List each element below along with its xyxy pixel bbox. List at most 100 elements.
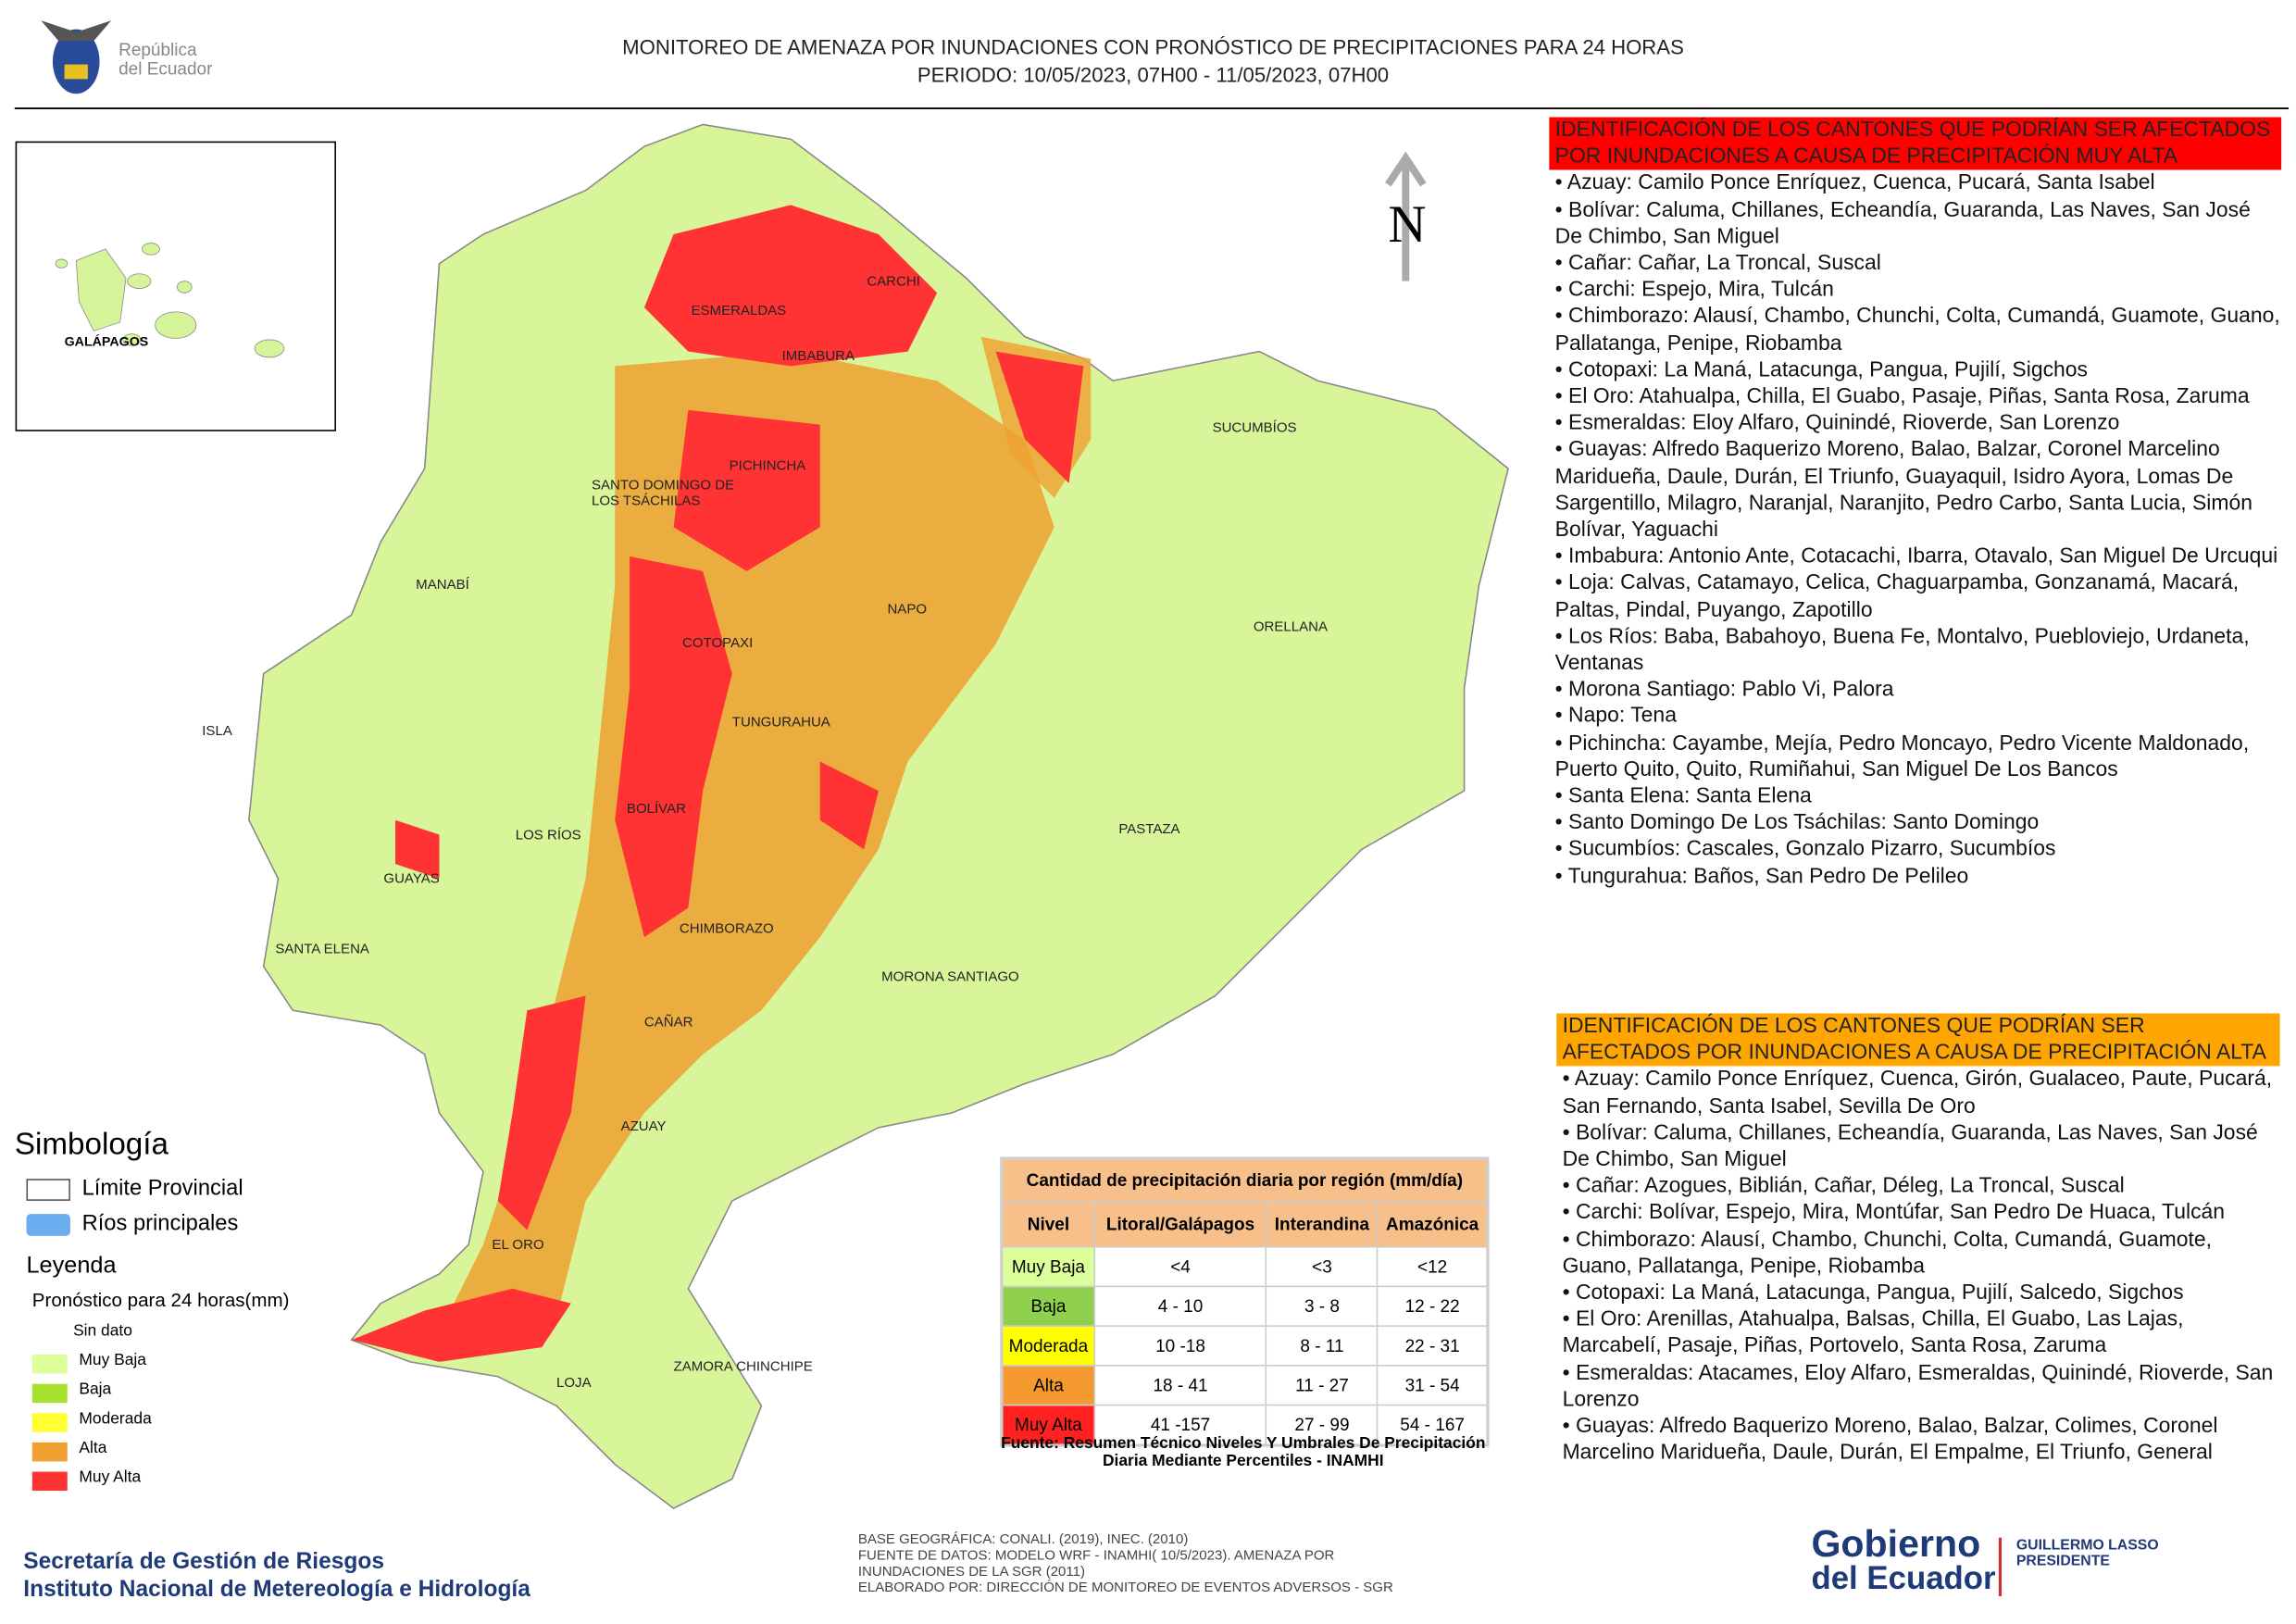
gov-line: del Ecuador xyxy=(1811,1559,1996,1596)
table-cell: 11 - 27 xyxy=(1265,1365,1379,1406)
province-label: PICHINCHA xyxy=(729,458,806,475)
list-item: • Cañar: Azogues, Biblián, Cañar, Déleg,… xyxy=(1562,1174,2125,1199)
threshold-table: Cantidad de precipitación diaria por reg… xyxy=(1000,1156,1490,1447)
province-label: CHIMBORAZO xyxy=(679,920,774,938)
table-cell: 54 - 167 xyxy=(1377,1404,1488,1446)
table-cell: Muy Baja xyxy=(1001,1245,1096,1288)
inset-frame xyxy=(15,141,336,431)
president-line: PRESIDENTE xyxy=(2015,1554,2110,1570)
province-label: TUNGURAHUA xyxy=(731,714,830,731)
symbol-swatch xyxy=(26,1214,70,1236)
province-label: CARCHI xyxy=(867,273,920,291)
table-source: Fuente: Resumen Técnico Niveles Y Umbral… xyxy=(1001,1434,1486,1470)
logo-line: República xyxy=(119,39,197,60)
list-item: • Esmeraldas: Eloy Alfaro, Quinindé, Rio… xyxy=(1554,411,2120,436)
table-row: Baja 4 - 10 3 - 8 12 - 22 xyxy=(1001,1285,1488,1327)
logo-text: República del Ecuador xyxy=(119,39,213,80)
province-label: SANTO DOMINGO DE LOS TSÁCHILAS xyxy=(591,477,735,510)
table-cell: 22 - 31 xyxy=(1377,1325,1488,1367)
list-item: • Loja: Calvas, Catamayo, Celica, Chagua… xyxy=(1554,571,2240,622)
list-item: • Chimborazo: Alausí, Chambo, Chunchi, C… xyxy=(1554,305,2280,356)
list-item: • El Oro: Atahualpa, Chilla, El Guabo, P… xyxy=(1554,385,2250,409)
province-label: PASTAZA xyxy=(1118,821,1180,838)
table-row: Moderada 10 -18 8 - 11 22 - 31 xyxy=(1001,1325,1488,1367)
muy-alta-zone xyxy=(351,1288,571,1362)
agency: Instituto Nacional de Metereología e Hid… xyxy=(23,1577,530,1603)
table-header: Interandina xyxy=(1265,1200,1379,1248)
province-label: IMBABURA xyxy=(781,348,855,365)
president-line: GUILLERMO LASSO xyxy=(2015,1537,2159,1555)
table-cell: 10 -18 xyxy=(1093,1325,1267,1367)
list-item: • Tungurahua: Baños, San Pedro De Pelile… xyxy=(1554,865,1969,889)
table-row: Muy Alta 41 -157 27 - 99 54 - 167 xyxy=(1001,1404,1488,1446)
list-item: • Morona Santiago: Pablo Vi, Palora xyxy=(1554,678,1894,703)
credit: ELABORADO POR: DIRECCIÓN DE MONITOREO DE… xyxy=(857,1580,1393,1596)
period: PERIODO: 10/05/2023, 07H00 - 11/05/2023,… xyxy=(917,63,1390,87)
table-cell: Alta xyxy=(1001,1365,1096,1406)
legend-label: Baja xyxy=(79,1380,112,1399)
list-item: • Guayas: Alfredo Baquerizo Moreno, Bala… xyxy=(1554,438,2253,543)
table-cell: Baja xyxy=(1001,1285,1096,1327)
table-cell: <12 xyxy=(1377,1245,1488,1288)
province-label: LOJA xyxy=(556,1375,592,1392)
province-label: GUAYAS xyxy=(383,871,440,888)
muy-alta-zone xyxy=(395,819,440,879)
table-cell: 31 - 54 xyxy=(1377,1365,1488,1406)
table-cell: 27 - 99 xyxy=(1265,1404,1379,1446)
province-label: ZAMORA CHINCHIPE xyxy=(673,1358,813,1376)
list-item: • Los Ríos: Baba, Babahoyo, Buena Fe, Mo… xyxy=(1554,625,2250,676)
province-label: EL ORO xyxy=(492,1237,544,1254)
province-label: COTOPAXI xyxy=(682,635,754,652)
table-row: Muy Baja <4 <3 <12 xyxy=(1001,1245,1488,1288)
muy-alta-zone xyxy=(673,409,820,571)
list-item: • Bolívar: Caluma, Chillanes, Echeandía,… xyxy=(1562,1121,2258,1172)
list-item: • Esmeraldas: Atacames, Eloy Alfaro, Esm… xyxy=(1562,1361,2274,1412)
muy-alta-zone xyxy=(615,556,732,938)
list-item: • Cotopaxi: La Maná, Latacunga, Pangua, … xyxy=(1562,1280,2184,1305)
list-item: • El Oro: Arenillas, Atahualpa, Balsas, … xyxy=(1562,1307,2184,1358)
province-label: BOLÍVAR xyxy=(626,801,686,818)
logo-line: del Ecuador xyxy=(119,58,213,80)
galapagos-islands xyxy=(55,243,285,358)
legend-label: Moderada xyxy=(79,1410,152,1429)
table-cell: 12 - 22 xyxy=(1377,1285,1488,1327)
table-cell: 4 - 10 xyxy=(1093,1285,1267,1327)
province-label: LOS RÍOS xyxy=(515,827,581,844)
table-row: Cantidad de precipitación diaria por reg… xyxy=(1001,1158,1488,1203)
legend-label: Sin dato xyxy=(73,1322,132,1341)
muy-alta-zone xyxy=(995,351,1084,483)
gov-line: Gobierno xyxy=(1811,1521,1981,1566)
muy-alta-zone xyxy=(643,205,938,367)
list-item: • Cotopaxi: La Maná, Latacunga, Pangua, … xyxy=(1554,358,2089,382)
legend-label: Muy Alta xyxy=(79,1468,142,1487)
province-label: AZUAY xyxy=(620,1118,667,1135)
list-item: • Azuay: Camilo Ponce Enríquez, Cuenca, … xyxy=(1554,171,2155,195)
alta-zone xyxy=(439,351,1054,1333)
province-label: ORELLANA xyxy=(1253,619,1329,636)
legend-swatch xyxy=(31,1471,68,1492)
table-row: Alta 18 - 41 11 - 27 31 - 54 xyxy=(1001,1365,1488,1406)
legend-label: Muy Baja xyxy=(79,1351,146,1369)
symbol-swatch xyxy=(26,1179,70,1201)
province-label: NAPO xyxy=(887,602,928,618)
inset-label: GALÁPAGOS xyxy=(64,333,149,349)
table-cell: 18 - 41 xyxy=(1093,1365,1267,1406)
list-item: • Pichincha: Cayambe, Mejía, Pedro Monca… xyxy=(1554,731,2250,782)
credit: FUENTE DE DATOS: MODELO WRF - INAMHI( 10… xyxy=(857,1547,1335,1580)
north-label: N xyxy=(1388,194,1427,254)
list-item: • Azuay: Camilo Ponce Enríquez, Cuenca, … xyxy=(1562,1068,2273,1118)
table-header: Amazónica xyxy=(1377,1200,1488,1248)
legend-subtitle: Pronóstico para 24 horas(mm) xyxy=(31,1288,290,1311)
list-heading: IDENTIFICACIÓN DE LOS CANTONES QUE PODRÍ… xyxy=(1556,1013,2280,1068)
gov-logo: Gobierno del Ecuador xyxy=(1811,1521,1996,1596)
credits: BASE GEOGRÁFICA: CONALI. (2019), INEC. (… xyxy=(858,1531,1415,1596)
list-item: • Santo Domingo De Los Tsáchilas: Santo … xyxy=(1554,811,2040,835)
table-cell: Moderada xyxy=(1001,1325,1096,1367)
agencies: Secretaría de Gestión de Riesgos Institut… xyxy=(23,1548,530,1604)
province-label: ISLA xyxy=(202,723,232,740)
table-cell: <4 xyxy=(1093,1245,1267,1288)
list-heading: IDENTIFICACIÓN DE LOS CANTONES QUE PODRÍ… xyxy=(1549,117,2282,171)
table-cell: 3 - 8 xyxy=(1265,1285,1379,1327)
province-label: SANTA ELENA xyxy=(275,941,369,958)
